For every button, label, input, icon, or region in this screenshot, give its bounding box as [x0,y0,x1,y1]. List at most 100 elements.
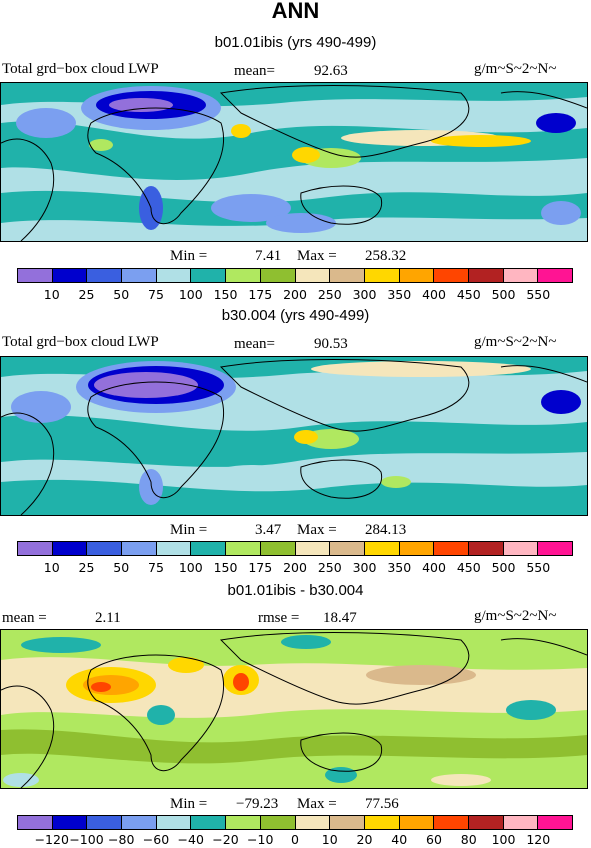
colorbar-tick-label: 50 [113,560,130,575]
panel-2-colorbar [17,541,573,556]
panel-2-map-svg [1,357,587,515]
colorbar-tick-label: −10 [247,832,274,847]
coastline-australia [300,732,383,772]
coastline-americas [1,91,587,241]
contour-band [1,415,587,467]
coastline-australia [300,459,383,499]
colorbar-swatch [122,816,157,829]
panel-3-min-label: Min = [170,796,208,812]
colorbar-swatch [295,816,331,829]
contour-blob [536,113,576,133]
colorbar-tick-label: 300 [352,560,377,575]
panel-1-field-label: Total grd−box cloud LWP [2,61,159,77]
colorbar-swatch [191,542,227,555]
panel-3-title: b01.01ibis - b30.004 [227,582,364,599]
colorbar-tick-label: 25 [78,287,95,302]
colorbar-swatch [52,269,88,282]
colorbar-tick-label: 200 [283,287,307,302]
colorbar-swatch [156,816,192,829]
colorbar-swatch [330,542,365,555]
panel-3-min-value: −79.23 [236,796,279,812]
contour-blob [541,390,581,414]
colorbar-tick-label: −120 [34,832,69,847]
panel-2-max-label: Max = [297,522,337,538]
colorbar-tick-label: 400 [422,560,446,575]
colorbar-swatch [468,542,504,555]
colorbar-tick-label: 450 [456,287,481,302]
colorbar-swatch [538,542,572,555]
panel-2-field-label: Total grd−box cloud LWP [2,334,159,350]
contour-blob [83,675,139,695]
panel-2-min-value: 3.47 [255,522,282,538]
contour-blob [281,635,331,649]
colorbar-swatch [295,269,331,282]
contour-blob [16,108,76,138]
colorbar-swatch [226,542,261,555]
colorbar-swatch [364,816,400,829]
colorbar-tick-label: 75 [148,287,164,302]
panel-1-max-value: 258.32 [365,248,407,264]
coastline-americas [1,365,587,515]
colorbar-swatch [52,542,88,555]
panel-1-map-svg [1,83,587,241]
colorbar-tick-label: 0 [291,832,299,847]
panel-2-min-label: Min = [170,522,208,538]
colorbar-tick-label: 450 [456,560,481,575]
colorbar-tick-label: 500 [491,560,516,575]
contour-blob [168,657,204,673]
panel-1-units: g/m~S~2~N~ [474,61,557,77]
colorbar-swatch [156,269,192,282]
main-title: ANN [271,0,320,23]
colorbar-tick-label: 10 [43,560,60,575]
colorbar-swatch [364,269,400,282]
contour-blob [109,98,173,112]
colorbar-tick-label: 550 [526,560,551,575]
panel-3-colorbar-ticks: −120 −100 −80 −60 −40 −20 −10 0 10 20 40 60 80 100 120 [17,832,573,848]
contour-blob [211,465,291,489]
colorbar-swatch [191,269,227,282]
contour-blob [541,201,581,225]
coastline-eurasia [219,85,470,158]
panel-1-mean-label: mean= [234,63,275,79]
contour-blob [147,705,175,725]
colorbar-swatch [538,269,572,282]
contour-blob [94,372,198,398]
coastline-africa [87,654,225,772]
colorbar-swatch [191,816,227,829]
coastline-eurasia [219,359,470,432]
colorbar-swatch [503,542,539,555]
colorbar-tick-label: 200 [283,560,307,575]
contour-blob [233,673,249,691]
colorbar-swatch [434,269,469,282]
colorbar-tick-label: −20 [212,832,239,847]
colorbar-swatch [18,542,53,555]
panel-3-units: g/m~S~2~N~ [474,608,557,624]
coastline-americas [1,638,587,788]
colorbar-tick-label: 100 [178,287,203,302]
colorbar-tick-label: −40 [177,832,204,847]
colorbar-tick-label: 500 [491,287,516,302]
panel-3-colorbar [17,815,573,830]
colorbar-swatch [399,816,435,829]
colorbar-swatch [364,542,400,555]
colorbar-swatch [18,269,53,282]
contour-blob [431,774,491,786]
colorbar-swatch [503,816,539,829]
colorbar-tick-label: 40 [391,832,408,847]
coastline-africa [87,107,225,225]
panel-2-max-value: 284.13 [365,522,407,538]
colorbar-swatch [87,542,123,555]
colorbar-tick-label: 175 [248,287,273,302]
panel-2-map [0,356,588,516]
colorbar-swatch [260,542,296,555]
colorbar-swatch [87,269,123,282]
colorbar-tick-label: 550 [526,287,551,302]
colorbar-swatch [260,816,296,829]
colorbar-tick-label: 60 [426,832,442,847]
colorbar-swatch [468,816,504,829]
panel-1-min-value: 7.41 [255,248,282,264]
colorbar-swatch [434,542,469,555]
colorbar-tick-label: 75 [148,560,164,575]
colorbar-tick-label: 100 [491,832,516,847]
coastline-africa [87,381,225,499]
